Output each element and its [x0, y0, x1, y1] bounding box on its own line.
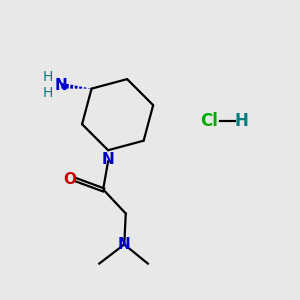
Text: H: H: [235, 112, 249, 130]
Text: O: O: [63, 172, 76, 187]
Text: H: H: [43, 70, 53, 85]
Text: N: N: [118, 237, 131, 252]
Text: H: H: [43, 86, 53, 100]
Text: N: N: [102, 152, 115, 167]
Text: Cl: Cl: [200, 112, 218, 130]
Text: N: N: [54, 78, 67, 93]
